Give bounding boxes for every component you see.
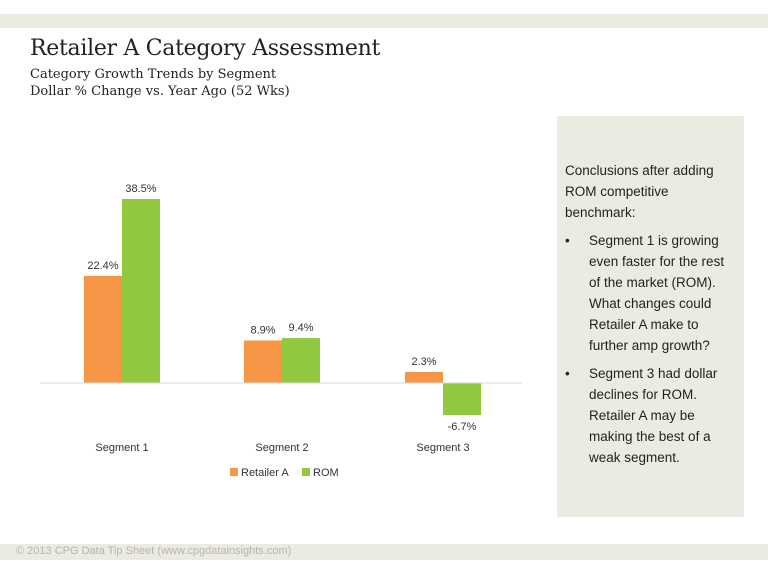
category-label: Segment 1 [95,442,148,454]
conclusion-item: • Segment 3 had dollar declines for ROM.… [565,363,730,468]
bar-rom [443,383,481,416]
page-title: Retailer A Category Assessment [30,36,381,61]
page-subtitle-measure: Dollar % Change vs. Year Ago (52 Wks) [30,84,290,99]
bullet-glyph: • [565,233,570,248]
bar-rom [282,338,320,383]
data-label: 8.9% [250,324,275,336]
conclusion-text: Segment 1 is growing even faster for the… [589,233,725,353]
bar-retailer-a [405,372,443,383]
category-label: Segment 2 [255,442,308,454]
data-label: 9.4% [288,322,313,334]
bottom-band [0,544,768,560]
data-label: 2.3% [411,356,436,368]
footer-copyright: © 2013 CPG Data Tip Sheet (www.cpgdatain… [16,545,292,557]
conclusions-list: • Segment 1 is growing even faster for t… [565,230,730,468]
conclusions-intro: Conclusions after adding ROM competitive… [565,163,714,220]
legend-swatch [230,468,238,476]
bar-retailer-a [244,340,282,383]
bar-retailer-a [84,275,122,383]
data-label: -6.7% [448,421,477,433]
top-band [0,14,768,28]
page-subtitle: Category Growth Trends by Segment [30,67,277,82]
conclusion-text: Segment 3 had dollar declines for ROM. R… [589,366,718,465]
legend-label: Retailer A [241,467,289,479]
conclusion-item: • Segment 1 is growing even faster for t… [565,230,730,356]
category-label: Segment 3 [416,442,469,454]
conclusions-panel: Conclusions after adding ROM competitive… [557,116,744,517]
bullet-glyph: • [565,366,570,381]
bar-rom [122,198,160,383]
data-label: 38.5% [125,183,156,195]
bar-chart: 22.4% 38.5% 8.9% 9.4% 2.3% -6.7% Segment 1 Seg… [40,183,522,479]
legend-swatch [302,468,310,476]
legend-label: ROM [313,467,339,479]
data-label: 22.4% [87,260,118,272]
